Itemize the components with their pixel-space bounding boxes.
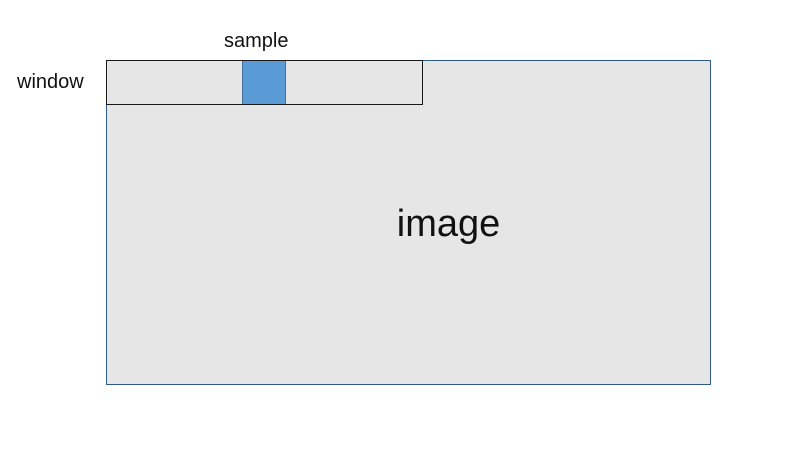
sample-region <box>242 61 286 104</box>
sample-label: sample <box>224 30 289 52</box>
window-label: window <box>17 71 84 93</box>
image-region <box>106 60 711 385</box>
image-label: image <box>396 203 501 245</box>
